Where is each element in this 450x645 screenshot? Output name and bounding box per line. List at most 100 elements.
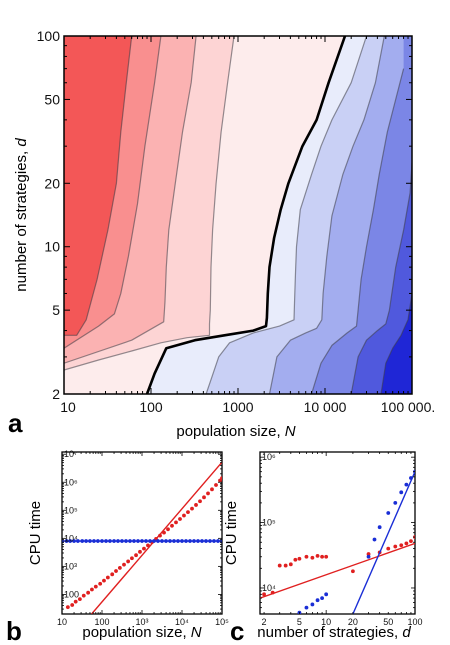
data-point (324, 554, 329, 559)
data-point (70, 603, 75, 607)
scatter-panel-b: 10 100 10³ 10⁴ 10⁵ 100 10³ 10⁴ 10⁵ 10⁶ 10⁷ populat… (6, 449, 229, 645)
data-point (324, 592, 329, 597)
data-point (170, 523, 174, 528)
x-tick-label: 5 (297, 617, 302, 627)
y-axis-label-c: CPU time (223, 501, 240, 565)
data-point (72, 539, 76, 543)
data-point (108, 539, 112, 543)
data-point (172, 539, 176, 543)
data-point (158, 533, 162, 538)
data-point (180, 539, 184, 543)
data-point (102, 578, 106, 583)
data-point (84, 539, 88, 543)
plot-area (62, 461, 222, 614)
data-point (404, 541, 409, 546)
panel-label-c: c (230, 616, 244, 645)
x-tick-label: 10 (321, 617, 331, 627)
data-point (409, 539, 413, 544)
y-tick-label: 10³ (64, 561, 77, 571)
contour-line (310, 68, 405, 394)
data-point (210, 487, 214, 492)
y-tick-label: 100 (37, 28, 61, 44)
contour-line (64, 36, 133, 336)
y-tick-label: 10⁴ (64, 533, 78, 543)
contour-lines (64, 36, 412, 394)
data-point (98, 581, 103, 586)
data-point (168, 539, 172, 543)
x-tick-label: 10³ (135, 617, 148, 627)
contour-line (64, 36, 235, 371)
data-point (114, 569, 118, 573)
data-point (65, 605, 70, 610)
data-point (366, 554, 371, 559)
x-tick-label: 10 (60, 399, 76, 415)
y-axis-label-a: number of strategies, d (13, 138, 30, 292)
data-point (100, 539, 104, 543)
data-point (146, 543, 150, 548)
data-point (304, 605, 309, 610)
y-tick-label: 10⁶ (64, 477, 78, 487)
data-point (144, 539, 148, 543)
x-tick-label: 10⁴ (175, 617, 189, 627)
data-point (366, 552, 371, 556)
data-point (174, 520, 178, 525)
data-point (88, 539, 92, 543)
data-point (132, 539, 136, 543)
contour-line (350, 162, 412, 394)
data-point (216, 539, 220, 543)
y-tick-label: 20 (44, 175, 60, 191)
y-tick-label: 10⁷ (64, 449, 77, 459)
x-tick-label: 20 (348, 617, 358, 627)
data-point (196, 539, 200, 543)
x-tick-label: 50 (383, 617, 393, 627)
data-point (194, 503, 198, 507)
data-point (393, 544, 398, 549)
data-point (220, 476, 222, 481)
data-point (212, 539, 216, 543)
y-tick-label: 10⁵ (262, 518, 276, 528)
data-point (117, 566, 122, 570)
data-point (409, 476, 413, 480)
data-point (184, 539, 188, 543)
data-point (90, 587, 94, 592)
data-point (208, 539, 212, 543)
data-point (192, 539, 196, 543)
data-point (76, 539, 80, 543)
data-point (304, 554, 309, 559)
x-axis-label-a: population size, N (176, 423, 295, 440)
data-point (262, 592, 266, 597)
data-point (320, 554, 324, 559)
data-point (182, 513, 186, 518)
data-point (140, 539, 144, 543)
contour-line (64, 36, 197, 364)
data-point (372, 537, 377, 542)
contour-panel-a: 10 100 1000 10 000 100 000. 2 5 10 20 50 100 popul… (8, 28, 435, 440)
data-point (270, 590, 275, 595)
data-point (122, 562, 126, 567)
data-point (202, 495, 206, 500)
plot-content-c: 2 5 10 20 50 100 10⁴ 10⁵ 10⁶ (260, 452, 423, 627)
data-point (164, 539, 168, 543)
data-point (277, 563, 282, 568)
fit-line (352, 471, 415, 614)
data-point (386, 511, 391, 515)
x-tick-label: 10 000 (304, 399, 347, 415)
data-point (148, 539, 152, 543)
panel-label-a: a (8, 408, 23, 438)
data-point (80, 539, 85, 543)
data-point (166, 527, 170, 532)
data-point (64, 539, 69, 543)
data-point (351, 569, 355, 574)
data-point (112, 539, 116, 543)
x-tick-label: 1000 (222, 399, 253, 415)
data-point (204, 539, 208, 543)
data-point (188, 539, 192, 543)
data-point (138, 549, 142, 554)
data-point (68, 539, 73, 543)
y-tick-label: 50 (44, 91, 60, 107)
x-tick-label: 10 (57, 617, 67, 627)
contour-band (64, 36, 132, 336)
data-point (128, 539, 132, 543)
y-tick-label: 100 (64, 589, 79, 599)
